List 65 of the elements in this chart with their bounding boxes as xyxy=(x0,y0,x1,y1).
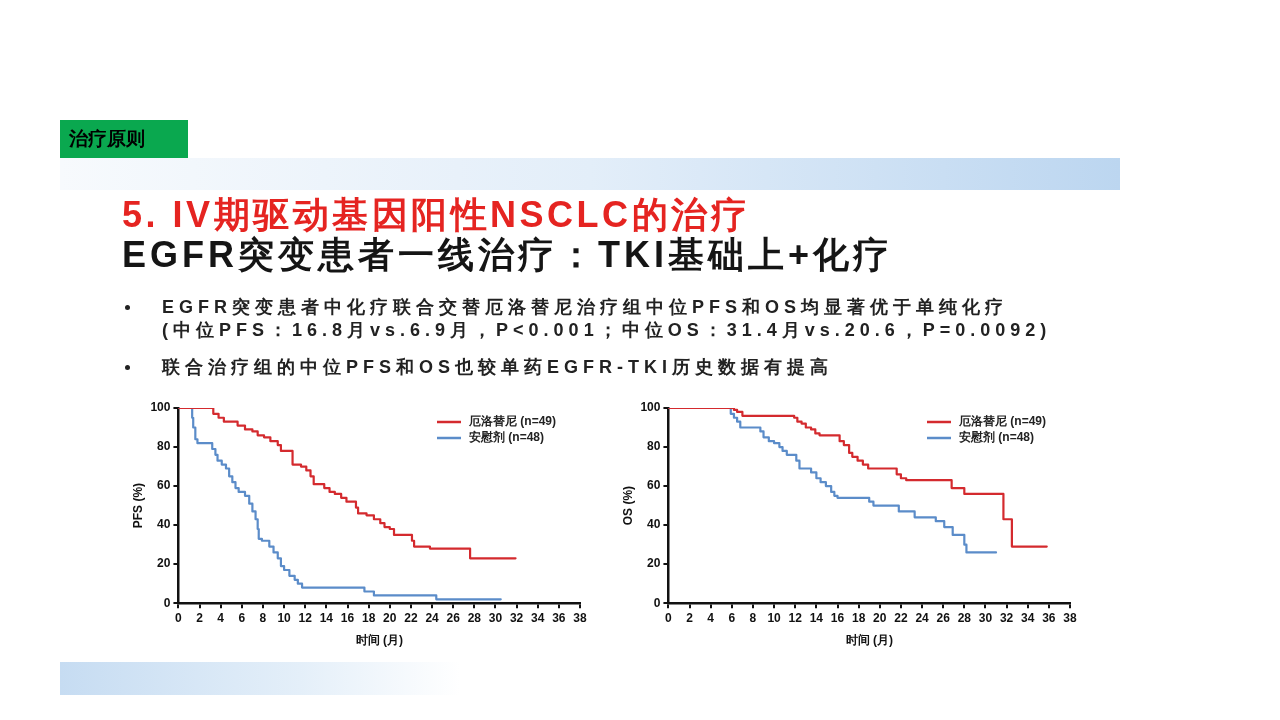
x-tick-label: 8 xyxy=(259,610,267,625)
y-tick-label: 100 xyxy=(640,400,661,415)
x-tick-label: 8 xyxy=(749,610,757,625)
x-tick-label: 22 xyxy=(404,610,418,625)
y-tick-label: 40 xyxy=(647,517,661,532)
text: EGFR突变患者中化疗联合交替厄洛替尼治疗组中位PFS和OS均显著优于单纯化疗 (中位PFS：16.8月vs.6.9月，P<0.001；中位OS：31.4月vs.20.6，P=0.0092) xyxy=(162,296,1052,342)
y-tick-label: 20 xyxy=(157,556,171,571)
y-tick-label: 80 xyxy=(157,439,171,454)
x-tick-label: 0 xyxy=(665,610,673,625)
legend-label: 安慰剂 (n=48) xyxy=(958,430,1034,445)
x-tick-label: 14 xyxy=(319,610,334,625)
x-tick-label: 38 xyxy=(573,610,587,625)
x-tick-label: 10 xyxy=(767,610,782,625)
x-tick-label: 6 xyxy=(238,610,246,625)
x-tick-label: 20 xyxy=(873,610,887,625)
x-tick-label: 0 xyxy=(175,610,183,625)
x-tick-label: 28 xyxy=(467,610,482,625)
x-tick-label: 24 xyxy=(425,610,440,625)
x-axis-title: 时间 (月) xyxy=(845,633,893,648)
x-tick-label: 14 xyxy=(809,610,824,625)
x-tick-label: 16 xyxy=(830,610,845,625)
y-tick-label: 0 xyxy=(163,595,171,610)
x-tick-label: 34 xyxy=(1021,610,1035,625)
y-tick-label: 20 xyxy=(647,556,661,571)
x-tick-label: 2 xyxy=(196,610,204,625)
text: 联合治疗组的中位PFS和OS也较单药EGFR-TKI历史数据有提高 xyxy=(162,356,834,379)
x-tick-label: 18 xyxy=(851,610,866,625)
y-tick-label: 0 xyxy=(653,595,661,610)
legend-label: 厄洛替尼 (n=49) xyxy=(957,414,1046,429)
x-tick-label: 38 xyxy=(1063,610,1077,625)
y-axis-title: PFS (%) xyxy=(130,482,145,529)
chart-subtitle: EGFR突变患者一线治疗：TKI基础上+化疗 xyxy=(122,234,894,275)
x-tick-label: 32 xyxy=(999,610,1014,625)
x-tick-label: 30 xyxy=(978,610,993,625)
x-tick-label: 20 xyxy=(383,610,397,625)
x-tick-label: 6 xyxy=(728,610,736,625)
x-tick-label: 24 xyxy=(915,610,930,625)
x-tick-label: 34 xyxy=(531,610,545,625)
x-tick-label: 2 xyxy=(686,610,694,625)
y-tick-label: 100 xyxy=(150,400,171,415)
y-axis-title: OS (%) xyxy=(620,485,635,526)
x-tick-label: 30 xyxy=(488,610,503,625)
y-tick-label: 40 xyxy=(157,517,171,532)
x-tick-label: 36 xyxy=(552,610,566,625)
x-tick-label: 4 xyxy=(707,610,715,625)
y-tick-label: 80 xyxy=(647,439,661,454)
x-tick-label: 12 xyxy=(298,610,313,625)
x-tick-label: 18 xyxy=(361,610,376,625)
y-tick-label: 60 xyxy=(647,478,661,493)
x-tick-label: 26 xyxy=(936,610,951,625)
x-tick-label: 26 xyxy=(446,610,461,625)
text: 治疗原则 xyxy=(60,120,188,158)
x-tick-label: 22 xyxy=(894,610,908,625)
x-tick-label: 4 xyxy=(217,610,225,625)
y-tick-label: 60 xyxy=(157,478,171,493)
chart-title: 5. IV期驱动基因阳性NSCLC的治疗 xyxy=(122,194,751,235)
x-axis-title: 时间 (月) xyxy=(355,633,403,648)
x-tick-label: 10 xyxy=(277,610,292,625)
x-tick-label: 16 xyxy=(340,610,355,625)
x-tick-label: 12 xyxy=(788,610,803,625)
x-tick-label: 36 xyxy=(1042,610,1056,625)
legend-label: 安慰剂 (n=48) xyxy=(468,430,544,445)
x-tick-label: 28 xyxy=(957,610,972,625)
x-tick-label: 32 xyxy=(509,610,524,625)
legend-label: 厄洛替尼 (n=49) xyxy=(467,414,556,429)
